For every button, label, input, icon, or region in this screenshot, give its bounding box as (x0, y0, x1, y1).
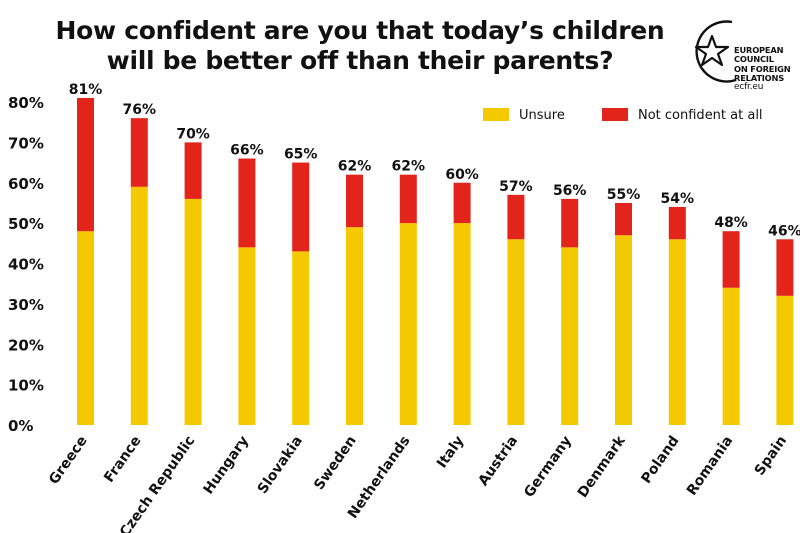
total-label: 65% (284, 147, 318, 163)
logo-line-3: ON FOREIGN (734, 63, 791, 74)
y-tick-label: 50% (8, 215, 44, 233)
total-label: 70% (176, 126, 210, 142)
bar-unsure (615, 235, 632, 425)
bar-unsure (561, 247, 579, 425)
bar-not-confident (130, 118, 148, 187)
logo-line-2: COUNCIL (734, 54, 774, 65)
bar-unsure (77, 231, 94, 425)
total-label: 48% (714, 215, 748, 231)
total-label: 46% (768, 223, 800, 239)
y-tick-label: 30% (8, 296, 44, 314)
bar-not-confident (292, 162, 310, 252)
logo-line-1: EUROPEAN (734, 45, 784, 55)
chart-title: How confident are you that today’s child… (55, 16, 665, 75)
category-label: Slovakia (255, 433, 306, 497)
category-label: Poland (638, 433, 682, 487)
logo-url: ecfr.eu (734, 82, 764, 93)
bar-unsure (453, 223, 471, 425)
star-circle-icon (694, 20, 737, 83)
bar-unsure (130, 186, 148, 425)
y-tick-label: 20% (8, 336, 44, 354)
total-label: 60% (445, 167, 479, 183)
bar-unsure (399, 223, 417, 425)
bar-not-confident (776, 239, 794, 296)
bar-not-confident (615, 202, 632, 236)
category-label: Denmark (575, 433, 629, 501)
category-label: Spain (752, 433, 791, 478)
y-tick-label: 60% (8, 175, 44, 193)
legend-item-unsure: Unsure (483, 108, 565, 123)
y-tick-label: 0% (8, 417, 33, 435)
bar-unsure (507, 239, 525, 425)
bar-unsure (668, 239, 686, 425)
total-label: 62% (392, 159, 426, 175)
bar-unsure (722, 287, 740, 425)
category-label: Greece (46, 433, 91, 487)
total-label: 66% (230, 143, 264, 159)
bar-unsure (776, 295, 794, 425)
bar-unsure (184, 198, 202, 425)
bar-not-confident (238, 158, 256, 248)
bar-not-confident (77, 97, 94, 232)
category-label: France (101, 433, 144, 485)
y-tick-label: 40% (8, 256, 44, 274)
bar-not-confident (399, 174, 417, 224)
y-tick-label: 10% (8, 377, 44, 395)
total-label: 76% (123, 102, 157, 118)
total-label: 55% (607, 187, 641, 203)
category-label: Austria (475, 433, 521, 489)
bar-unsure (292, 251, 310, 425)
bar-unsure (238, 247, 256, 425)
logo-line-4: RELATIONS (734, 72, 785, 83)
bar-not-confident (453, 182, 471, 224)
legend-swatch-not-confident (602, 108, 628, 121)
bar-unsure (346, 227, 363, 425)
category-label: Romania (684, 433, 736, 498)
bar-not-confident (346, 174, 363, 228)
bar-not-confident (507, 194, 525, 240)
legend-swatch-unsure (483, 108, 509, 121)
bar-not-confident (184, 142, 202, 199)
total-label: 56% (553, 183, 587, 199)
total-label: 62% (338, 159, 372, 175)
legend-label-not-confident: Not confident at all (638, 108, 763, 123)
total-label: 57% (499, 179, 533, 195)
y-tick-label: 80% (8, 94, 44, 112)
category-label: Hungary (201, 433, 253, 497)
bar-not-confident (722, 231, 740, 288)
legend-item-not-confident: Not confident at all (602, 108, 763, 123)
total-label: 81% (69, 82, 103, 98)
y-tick-label: 70% (8, 134, 44, 152)
category-label: Italy (434, 433, 467, 471)
bar-not-confident (561, 198, 579, 248)
category-label: Germany (521, 433, 575, 500)
bar-not-confident (668, 206, 686, 240)
category-label: Sweden (311, 433, 360, 493)
legend-label-unsure: Unsure (519, 108, 565, 123)
total-label: 54% (661, 191, 695, 207)
